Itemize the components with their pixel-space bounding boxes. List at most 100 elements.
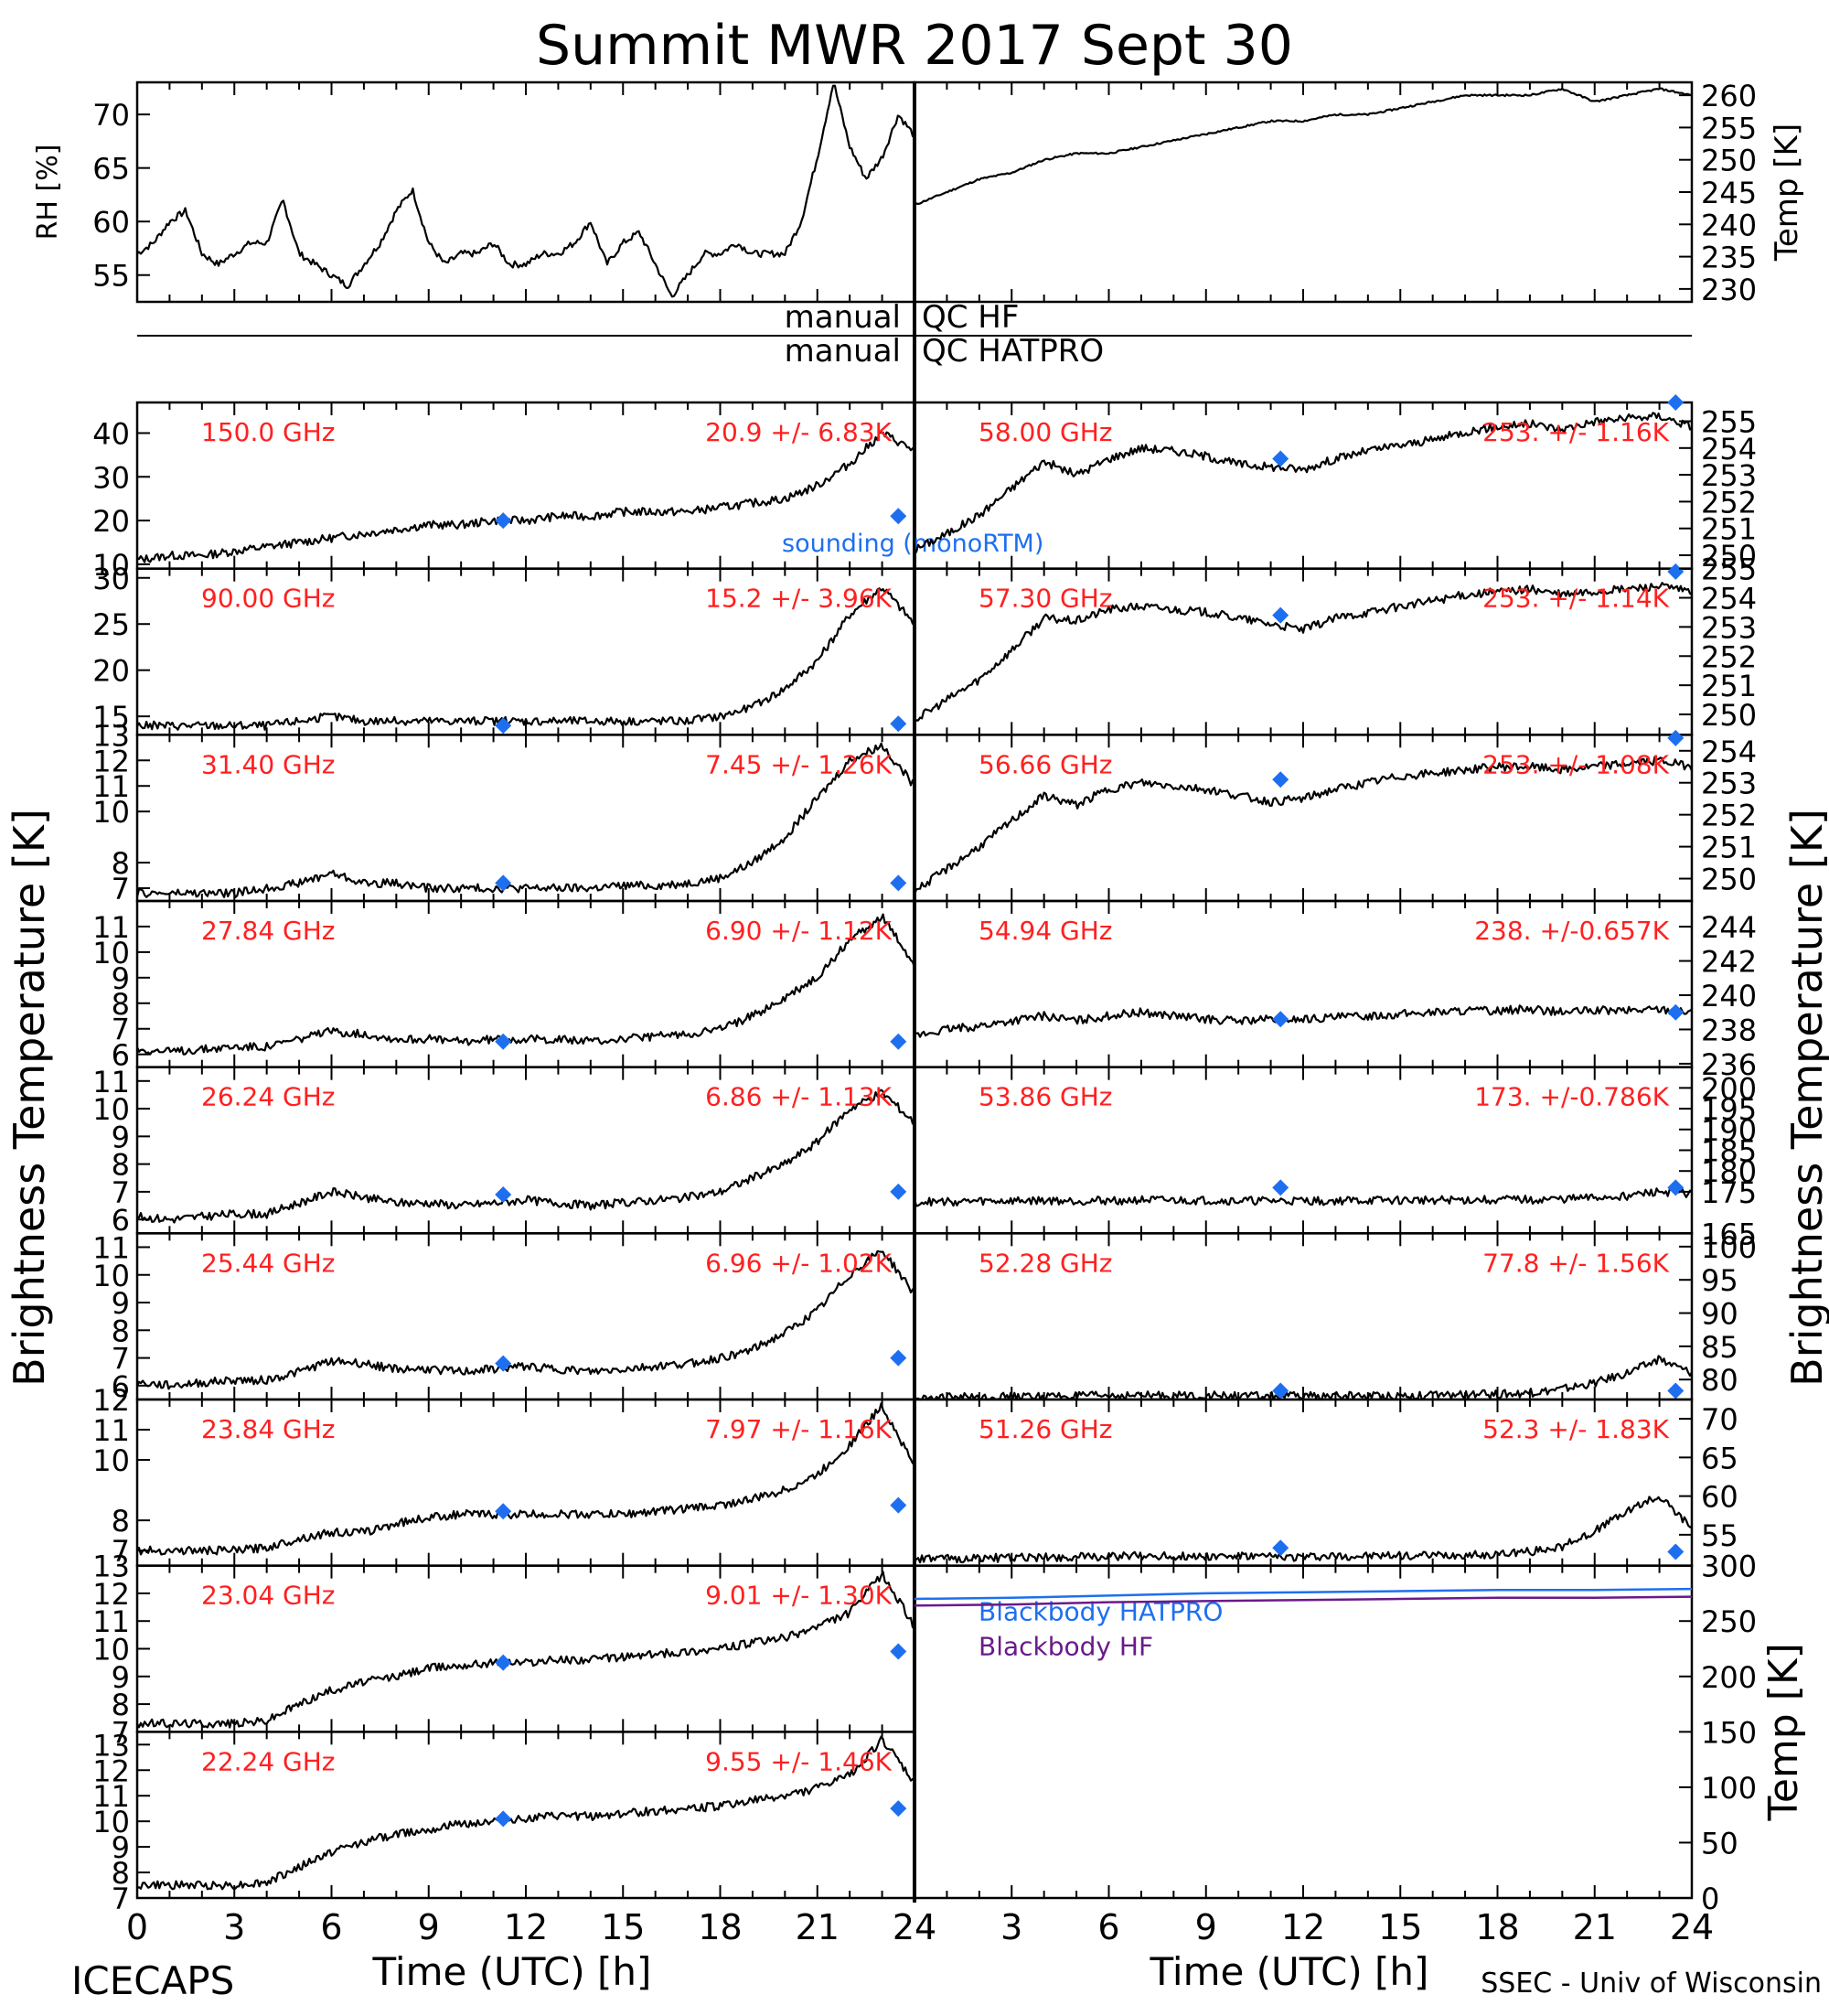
panel-ch2304-stats-label: 9.01 +/- 1.30K [705,1581,892,1611]
rh-series-line [136,84,915,298]
x-tick-label-right: 18 [1475,1907,1519,1947]
panel-ch90-ytick-label: 15 [92,700,130,735]
panel-ch2384-sounding-point [890,1496,907,1514]
panel-ch2784-ytick-label: 9 [112,961,130,996]
panel-ch2544-ytick-label: 10 [92,1259,130,1293]
panel-ch150-ytick-label: 20 [92,504,130,539]
panel-ch5800-ytick-label: 250 [1701,539,1757,574]
blackbody-panel-ytick-label: 100 [1701,1771,1757,1806]
panel-ch5126-sounding-point [1667,1543,1685,1560]
panel-ch2384-ytick-label: 7 [112,1534,130,1569]
panel-ch90-stats-label: 15.2 +/- 3.96K [705,584,892,614]
panel-ch2384-sounding-point [495,1503,512,1520]
blackbody-panel-ytick-label: 200 [1701,1660,1757,1695]
panel-ch2304-ytick-label: 12 [92,1577,130,1612]
x-tick-label-right: 9 [1195,1907,1217,1947]
panel-ch150-ytick-label: 30 [92,460,130,495]
panel-ch5386-series-line [913,1187,1693,1207]
panel-ch2784-ytick-label: 10 [92,936,130,970]
temp-panel-ytick-label: 235 [1701,241,1757,275]
panel-ch150-sounding-legend: sounding (monoRTM) [782,530,1043,558]
panel-ch2384-stats-label: 7.97 +/- 1.16K [705,1414,892,1444]
panel-ch2224-ytick-label: 10 [92,1805,130,1839]
panel-ch5666-ytick-label: 252 [1701,799,1757,833]
panel-ch2224-sounding-point [890,1800,907,1818]
panel-ch5386-freq-label: 53.86 GHz [979,1082,1113,1112]
panel-ch5126-ytick-label: 65 [1701,1441,1738,1475]
panel-ch2304-ytick-label: 9 [112,1660,130,1695]
panel-ch5228-sounding-point [1667,1382,1685,1399]
panel-ch5126-ytick-label: 60 [1701,1480,1738,1515]
panel-ch2624-sounding-point [495,1185,512,1203]
panel-ch5494-sounding-point [1272,1011,1289,1028]
panel-ch2304-ytick-label: 11 [92,1604,130,1639]
panel-ch2304-ytick-label: 10 [92,1633,130,1667]
x-tick-label-left: 6 [320,1907,342,1947]
panel-ch5386-ytick-label: 185 [1701,1134,1757,1169]
temp-panel-ytick-label: 230 [1701,273,1757,307]
panel-ch2784-series-line [135,913,916,1056]
temp-ylabel: Temp [K] [1769,123,1805,262]
panel-ch2624-freq-label: 26.24 GHz [201,1082,336,1112]
panel-ch5800-ytick-label: 252 [1701,485,1757,520]
panel-ch5730-ytick-label: 252 [1701,639,1757,674]
panel-ch3140-freq-label: 31.40 GHz [201,749,336,779]
x-tick-label-right: 6 [1097,1907,1119,1947]
panel-ch90-ytick-label: 20 [92,654,130,689]
panel-ch2304-ytick-label: 7 [112,1715,130,1750]
panel-ch5730-ytick-label: 251 [1701,669,1757,703]
panel-ch5228-ytick-label: 100 [1701,1230,1757,1265]
temp-panel-ytick-label: 250 [1701,144,1757,178]
panel-ch2224-ytick-label: 7 [112,1882,130,1916]
panel-ch2544-sounding-point [890,1349,907,1367]
blackbody-ylabel: Temp [K] [1760,1643,1807,1821]
panel-ch5126-ytick-label: 55 [1701,1518,1738,1553]
panel-ch150-sounding-point [890,508,907,525]
panel-ch90-series-line [136,587,915,731]
panel-ch2224-ytick-label: 9 [112,1830,130,1865]
panel-ch3140-stats-label: 7.45 +/- 1.26K [705,749,892,779]
blackbody-legend-label: Blackbody HF [979,1632,1153,1662]
blackbody-panel-ytick-label: 0 [1701,1882,1719,1916]
panel-ch2544-ytick-label: 8 [112,1314,130,1348]
panel-ch2304-sounding-point [890,1643,907,1660]
panel-ch2544-ytick-label: 7 [112,1342,130,1377]
panel-ch5386-ytick-label: 200 [1701,1071,1757,1106]
rh-panel-ytick-label: 65 [92,152,130,187]
panel-ch5730-ytick-label: 253 [1701,610,1757,645]
x-tick-label-right: 21 [1573,1907,1617,1947]
panel-ch5126-ytick-label: 70 [1701,1402,1738,1437]
temp-panel-frame [913,80,1694,304]
panel-ch2224-sounding-point [495,1810,512,1828]
qc-label-manual-2: manual [785,333,901,370]
panel-ch5494-ytick-label: 240 [1701,979,1757,1013]
x-tick-label-left: 3 [223,1907,245,1947]
panel-ch2784-ytick-label: 6 [112,1038,130,1073]
panel-ch2624-stats-label: 6.86 +/- 1.13K [705,1082,892,1112]
panel-ch5666-series-line [913,756,1694,895]
x-tick-label-left: 21 [796,1907,840,1947]
footer-icecaps: ICECAPS [71,1958,234,2003]
panel-ch2304-series-line [136,1571,915,1729]
panel-ch5666-ytick-label: 254 [1701,735,1757,769]
panel-ch2384-ytick-label: 11 [92,1413,130,1448]
rh-panel-ytick-label: 60 [92,205,130,240]
temp-panel-ytick-label: 255 [1701,111,1757,145]
panel-ch2224-stats-label: 9.55 +/- 1.46K [705,1746,892,1776]
panel-ch2544-ytick-label: 9 [112,1286,130,1321]
panel-ch5494-sounding-point [1667,1003,1685,1021]
panel-ch2224-ytick-label: 13 [92,1728,130,1763]
panel-ch2624-ytick-label: 11 [92,1065,130,1099]
panel-ch5228-ytick-label: 90 [1701,1297,1738,1332]
panel-ch2224-freq-label: 22.24 GHz [201,1746,336,1776]
panel-ch5494-ytick-label: 236 [1701,1047,1757,1082]
rh-panel-frame [135,80,916,304]
x-tick-label-left: 12 [504,1907,548,1947]
panel-ch150-sounding-point [495,512,512,530]
panel-ch2224-series-line [136,1735,915,1891]
panel-ch2304-ytick-label: 13 [92,1550,130,1584]
panel-ch5666-ytick-label: 250 [1701,863,1757,897]
panel-ch5494-freq-label: 54.94 GHz [979,916,1113,946]
panel-ch5800-ytick-label: 253 [1701,458,1757,493]
panel-ch5126-series-line [914,1496,1693,1564]
